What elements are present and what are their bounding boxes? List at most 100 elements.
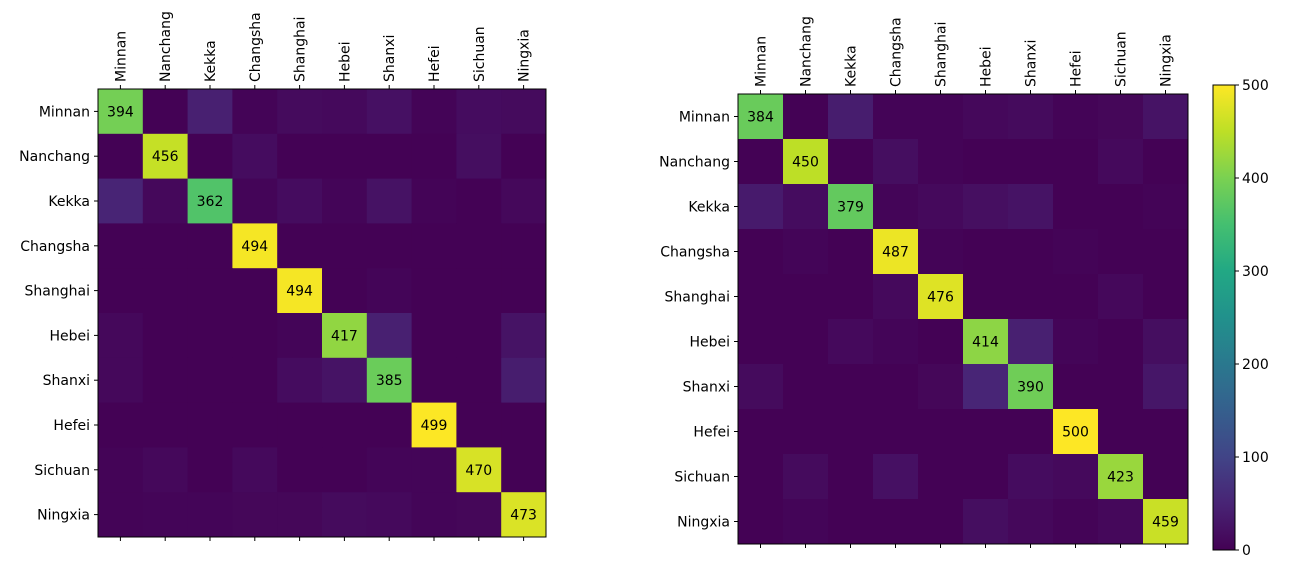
heatmap-cell [142, 268, 189, 314]
y-tick-label: Kekka [48, 194, 90, 210]
heatmap-cell [142, 447, 189, 493]
heatmap-cell [366, 357, 413, 404]
y-tick-label: Ningxia [677, 515, 730, 531]
heatmap-cell [1053, 499, 1099, 545]
heatmap-cell [1098, 274, 1144, 320]
colorbar-gradient-bar [1212, 84, 1236, 551]
heatmap-cell [411, 133, 457, 180]
heatmap-cell [187, 223, 233, 269]
cell-value-label: 417 [331, 328, 358, 344]
x-tick-label: Sichuan [1114, 31, 1130, 87]
x-tick-label: Kekka [844, 45, 860, 87]
heatmap-cell [1098, 229, 1144, 275]
heatmap-cell [98, 89, 144, 135]
heatmap-cell [277, 178, 323, 224]
y-tick-label: Sichuan [34, 463, 90, 479]
heatmap-cell [1098, 454, 1144, 500]
cell-value-label: 494 [286, 284, 313, 300]
heatmap-cell [187, 492, 233, 538]
heatmap-cell [1098, 139, 1144, 185]
heatmap-cell [277, 313, 323, 359]
x-tick-label: Minnan [113, 31, 129, 82]
heatmap-cell [873, 184, 919, 230]
heatmap-cell [411, 357, 457, 404]
heatmap-cell [322, 133, 368, 180]
y-tick-label: Hebei [689, 335, 730, 351]
heatmap-cell [322, 223, 368, 269]
heatmap-cell [187, 89, 233, 135]
heatmap-cell [873, 94, 919, 140]
heatmap-cell [828, 229, 874, 275]
cell-value-label: 423 [1107, 470, 1134, 486]
heatmap-cell [456, 313, 502, 359]
heatmap-cell [828, 94, 874, 140]
heatmap-cell [828, 319, 874, 365]
heatmap-cell [873, 319, 919, 365]
heatmap-cell [232, 447, 278, 493]
heatmap-frame [737, 93, 1189, 545]
heatmap-cell [187, 268, 233, 314]
heatmap-cell [918, 94, 964, 140]
heatmap-cell [783, 139, 829, 185]
heatmap-cell [232, 492, 278, 538]
heatmap-cell [411, 492, 457, 538]
heatmap-cell [963, 229, 1009, 275]
heatmap-cell [873, 499, 919, 545]
heatmap-cell [1008, 499, 1054, 545]
heatmap-cell [232, 89, 278, 135]
heatmap-cell [501, 133, 547, 180]
heatmap-cell [322, 357, 368, 404]
heatmap-cell [1053, 94, 1099, 140]
x-tick-label: Nanchang [158, 11, 174, 82]
heatmap-cell [783, 184, 829, 230]
heatmap-cell [828, 184, 874, 230]
cell-value-label: 362 [197, 194, 224, 210]
heatmap-cell [918, 184, 964, 230]
heatmap-cell [187, 313, 233, 359]
heatmap-cell [187, 178, 233, 224]
cell-value-label: 500 [1062, 425, 1089, 441]
heatmap-cell [1053, 409, 1099, 455]
heatmap-cell [366, 178, 413, 224]
colorbar-tick-label: 500 [1242, 78, 1269, 94]
heatmap-cell [366, 133, 413, 180]
heatmap-cell [187, 357, 233, 404]
heatmap-cell [918, 409, 964, 455]
heatmap-cell [963, 499, 1009, 545]
heatmap-cell [411, 402, 457, 448]
heatmap-cell [187, 133, 233, 180]
heatmap-cell [501, 268, 547, 314]
heatmap-cell [1143, 229, 1189, 275]
heatmap-cell [1053, 319, 1099, 365]
heatmap-cell [232, 357, 278, 404]
heatmap-cell [142, 357, 189, 404]
heatmap-cell [142, 178, 189, 224]
cell-value-label: 494 [241, 239, 268, 255]
y-tick-label: Hebei [49, 328, 90, 344]
heatmap-cell [1008, 319, 1054, 365]
x-tick-label: Minnan [754, 36, 770, 87]
x-tick-label: Sichuan [472, 26, 488, 82]
heatmap-cell [918, 499, 964, 545]
heatmap-cell [98, 223, 144, 269]
y-tick-label: Minnan [679, 110, 730, 126]
heatmap-cell [873, 409, 919, 455]
heatmap-cell [98, 313, 144, 359]
heatmap-cell [738, 184, 784, 230]
heatmap-cell [1008, 364, 1054, 410]
heatmap-cell [1098, 409, 1144, 455]
heatmap-cell [411, 313, 457, 359]
heatmap-cell [277, 133, 323, 180]
heatmap-cell [142, 223, 189, 269]
heatmap-cell [277, 223, 323, 269]
heatmap-cell [277, 447, 323, 493]
heatmap-cell [873, 139, 919, 185]
heatmap-cell [322, 89, 368, 135]
x-tick-label: Ningxia [1159, 34, 1175, 87]
colorbar-tick-label: 400 [1242, 171, 1269, 187]
colorbar-tick-label: 0 [1242, 543, 1251, 559]
heatmap-cell [277, 268, 323, 314]
heatmap-cell [1143, 409, 1189, 455]
heatmap-cell [828, 409, 874, 455]
